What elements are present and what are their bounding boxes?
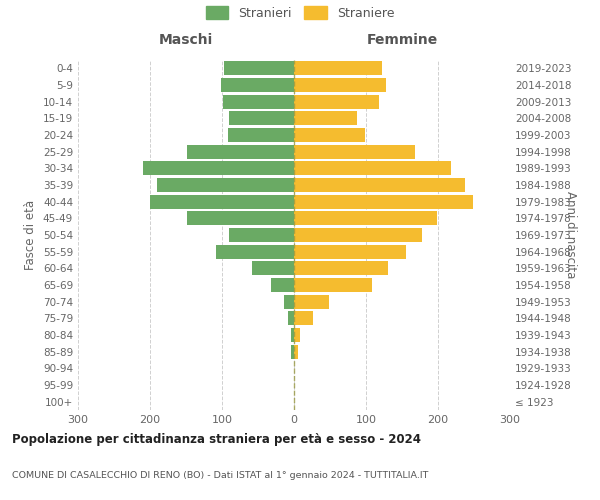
Text: Femmine: Femmine [367, 32, 437, 46]
Bar [284, 294, 294, 308]
Bar [288, 311, 294, 326]
Bar [294, 311, 313, 326]
Bar [271, 278, 294, 292]
Bar [294, 112, 356, 126]
Bar [150, 194, 294, 209]
Bar [294, 328, 301, 342]
Bar [294, 278, 372, 292]
Bar [294, 162, 451, 175]
Text: Maschi: Maschi [159, 32, 213, 46]
Bar [294, 228, 422, 242]
Bar [228, 128, 294, 142]
Bar [294, 94, 379, 109]
Text: Popolazione per cittadinanza straniera per età e sesso - 2024: Popolazione per cittadinanza straniera p… [12, 432, 421, 446]
Bar [157, 178, 294, 192]
Bar [291, 328, 294, 342]
Bar [294, 144, 415, 159]
Bar [291, 344, 294, 359]
Bar [294, 261, 388, 276]
Bar [294, 62, 382, 76]
Bar [221, 78, 294, 92]
Bar [187, 211, 294, 226]
Bar [294, 128, 365, 142]
Bar [294, 294, 329, 308]
Bar [294, 78, 386, 92]
Bar [216, 244, 294, 259]
Legend: Stranieri, Straniere: Stranieri, Straniere [206, 6, 394, 20]
Bar [223, 94, 294, 109]
Bar [294, 344, 298, 359]
Bar [229, 112, 294, 126]
Bar [143, 162, 294, 175]
Bar [224, 62, 294, 76]
Bar [294, 211, 437, 226]
Bar [294, 244, 406, 259]
Bar [294, 178, 466, 192]
Y-axis label: Anni di nascita: Anni di nascita [564, 192, 577, 278]
Text: COMUNE DI CASALECCHIO DI RENO (BO) - Dati ISTAT al 1° gennaio 2024 - TUTTITALIA.: COMUNE DI CASALECCHIO DI RENO (BO) - Dat… [12, 470, 428, 480]
Bar [187, 144, 294, 159]
Bar [252, 261, 294, 276]
Bar [229, 228, 294, 242]
Bar [294, 194, 473, 209]
Y-axis label: Fasce di età: Fasce di età [25, 200, 37, 270]
